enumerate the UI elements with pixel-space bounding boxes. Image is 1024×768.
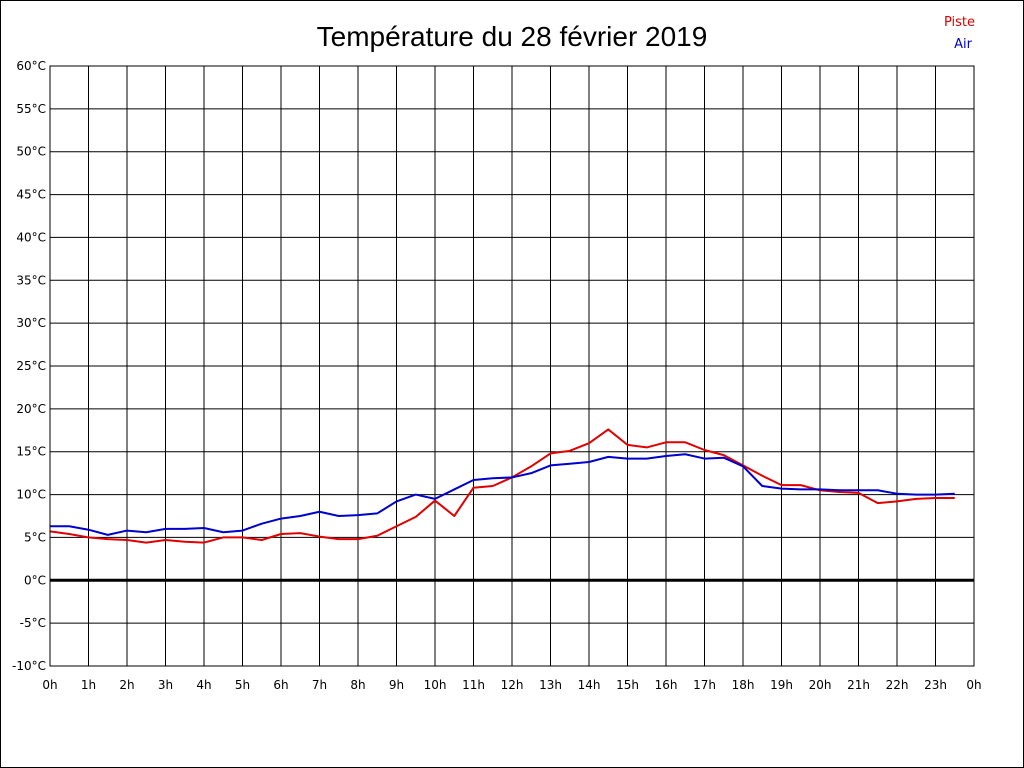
y-tick-label: 50°C [16,145,46,159]
series-line-piste [49,428,955,544]
x-tick-label: 23h [924,678,947,692]
y-tick-label: 45°C [16,188,46,202]
x-tick-label: 18h [732,678,755,692]
x-tick-label: 14h [578,678,601,692]
legend-piste: Piste [944,15,975,30]
y-tick-label: 15°C [16,445,46,459]
x-axis-ticks: 0h 1h 2h 3h 4h 5h 6h 7h 8h 9h 10h 11h 12h 13h 14h 15h 16… [42,678,981,692]
x-tick-label: 10h [424,678,447,692]
x-tick-label: 8h [350,678,365,692]
x-tick-label: 0h [966,678,981,692]
x-tick-label: 11h [462,678,485,692]
x-tick-label: 13h [539,678,562,692]
y-tick-label: 55°C [16,102,46,116]
series-line-air [50,453,955,536]
x-tick-label: 6h [273,678,288,692]
y-tick-label: 0°C [24,573,46,587]
y-axis-ticks: -10°C -5°C 0°C 5°C 10°C 15°C 20°C 25°C 30°C 35°C 4… [12,59,46,673]
chart-title: Température du 28 février 2019 [317,21,708,52]
x-tick-label: 7h [312,678,327,692]
x-tick-label: 17h [693,678,716,692]
y-tick-label: 10°C [16,488,46,502]
x-tick-label: 3h [158,678,173,692]
x-tick-label: 16h [655,678,678,692]
x-tick-label: 5h [235,678,250,692]
y-tick-label: 5°C [24,530,46,544]
y-tick-label: -5°C [20,616,46,630]
y-tick-label: 25°C [16,359,46,373]
x-tick-label: 0h [42,678,57,692]
series-lines [49,428,955,544]
x-tick-label: 15h [616,678,639,692]
y-tick-label: 30°C [16,316,46,330]
x-tick-label: 4h [196,678,211,692]
legend-air: Air [954,37,973,52]
x-tick-label: 21h [847,678,870,692]
x-tick-label: 9h [389,678,404,692]
x-tick-label: 22h [886,678,909,692]
x-tick-label: 1h [81,678,96,692]
grid [49,65,975,667]
plot-area-border [49,65,975,667]
x-tick-label: 12h [501,678,524,692]
x-tick-label: 20h [809,678,832,692]
y-tick-label: 40°C [16,230,46,244]
y-tick-label: 20°C [16,402,46,416]
x-tick-label: 19h [770,678,793,692]
y-tick-label: 60°C [16,59,46,73]
x-tick-label: 2h [119,678,134,692]
y-tick-label: 35°C [16,273,46,287]
y-tick-label: -10°C [12,659,46,673]
